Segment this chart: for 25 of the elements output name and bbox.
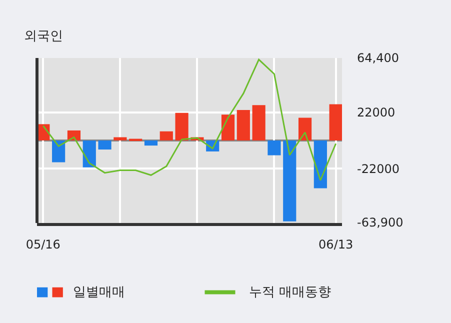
bar [160,131,173,140]
y-tick-label: -22000 [357,162,400,176]
x-tick-label: 06/13 [318,237,354,252]
bar [52,140,66,162]
bar [298,118,312,140]
legend-label: 누적 매매동향 [249,285,332,300]
bar [114,137,127,140]
bar [329,104,342,140]
legend-label: 일별매매 [73,285,125,300]
bar [82,140,96,168]
bar [283,140,296,222]
bar [144,140,158,146]
bar [252,105,266,140]
y-tick-label: 22000 [357,105,396,120]
bar [314,140,327,188]
bar [98,140,112,150]
bar [236,110,250,140]
bar [221,114,235,140]
chart-title: 외국인 [24,29,63,44]
bar [268,140,281,156]
y-tick-label: 64,400 [357,51,399,66]
line-series [42,58,337,181]
bar [175,112,188,140]
x-tick-label: 05/16 [26,237,60,252]
y-tick-label: -63,900 [357,215,404,230]
